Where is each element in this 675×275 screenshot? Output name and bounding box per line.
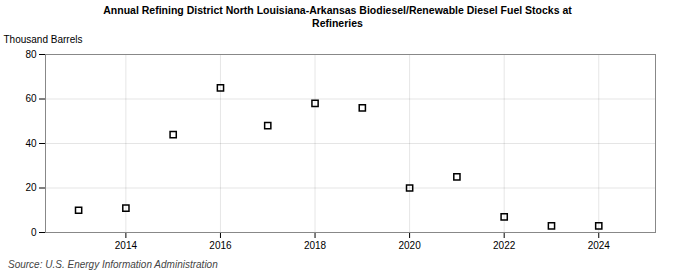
svg-text:40: 40 — [25, 138, 37, 149]
svg-text:2016: 2016 — [209, 240, 232, 251]
svg-text:2020: 2020 — [398, 240, 421, 251]
svg-text:20: 20 — [25, 182, 37, 193]
svg-text:2014: 2014 — [115, 240, 138, 251]
svg-text:2022: 2022 — [493, 240, 516, 251]
html-text:Source: U.S. Energy Informatio: Source: U.S. Energy Information Administ… — [8, 259, 218, 270]
svg-text:80: 80 — [25, 49, 37, 60]
html-text:Annual Refining District North: Annual Refining District North Louisiana… — [103, 4, 572, 16]
svg-text:60: 60 — [25, 93, 37, 104]
svg-text:Thousand Barrels: Thousand Barrels — [4, 34, 83, 45]
html-text:Refineries: Refineries — [312, 17, 363, 29]
svg-text:2024: 2024 — [588, 240, 611, 251]
svg-text:0: 0 — [31, 227, 37, 238]
svg-text:2018: 2018 — [304, 240, 327, 251]
